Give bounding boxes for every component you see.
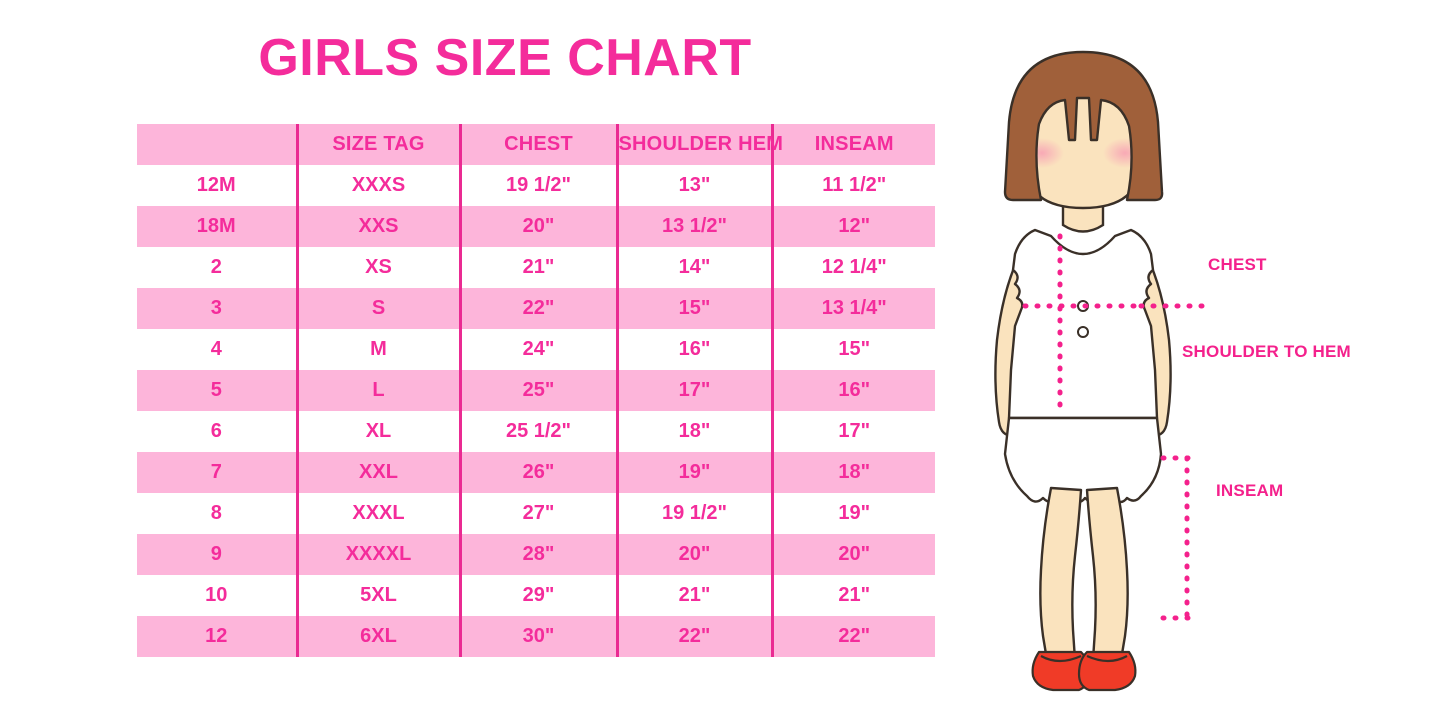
cell-size-tag: L	[295, 370, 460, 411]
cell-chest: 20"	[458, 206, 617, 247]
table-row: 7 XXL 26" 19" 18"	[137, 452, 935, 493]
cell-size-tag: XXXS	[295, 165, 460, 206]
leg-right	[1085, 486, 1129, 662]
cell-size-tag: XL	[295, 411, 460, 452]
column-header-size-tag: SIZE TAG	[295, 124, 460, 165]
cell-size: 9	[137, 534, 297, 575]
cell-chest: 19 1/2"	[458, 165, 617, 206]
chest-measurement-label: CHEST	[1208, 255, 1267, 274]
table-row: 12M XXXS 19 1/2" 13" 11 1/2"	[137, 165, 935, 206]
table-row: 8 XXXL 27" 19 1/2" 19"	[137, 493, 935, 534]
cell-shoulder-hem: 19 1/2"	[615, 493, 772, 534]
cell-inseam: 18"	[770, 452, 935, 493]
cell-chest: 30"	[458, 616, 617, 657]
cell-inseam: 12 1/4"	[770, 247, 935, 288]
girl-figure-svg	[994, 50, 1206, 692]
cell-shoulder-hem: 13 1/2"	[615, 206, 772, 247]
table-row: 6 XL 25 1/2" 18" 17"	[137, 411, 935, 452]
cell-size: 7	[137, 452, 297, 493]
figure-body	[994, 50, 1172, 692]
measurement-guides	[1022, 233, 1206, 621]
cell-shoulder-hem: 13"	[615, 165, 772, 206]
table-row: 9 XXXXL 28" 20" 20"	[137, 534, 935, 575]
cell-inseam: 15"	[770, 329, 935, 370]
table-row: 5 L 25" 17" 16"	[137, 370, 935, 411]
hair-shape	[1003, 50, 1164, 202]
cell-shoulder-hem: 22"	[615, 616, 772, 657]
cell-shoulder-hem: 18"	[615, 411, 772, 452]
size-chart-table: SIZE TAG CHEST SHOULDER HEM INSEAM 12M X…	[137, 124, 935, 657]
table-row: 12 6XL 30" 22" 22"	[137, 616, 935, 657]
shoe-right-strap	[1086, 654, 1128, 663]
cell-shoulder-hem: 17"	[615, 370, 772, 411]
table-body: 12M XXXS 19 1/2" 13" 11 1/2" 18M XXS 20"…	[137, 165, 935, 657]
cell-size: 4	[137, 329, 297, 370]
cell-inseam: 20"	[770, 534, 935, 575]
cell-size: 8	[137, 493, 297, 534]
cell-size-tag: M	[295, 329, 460, 370]
cell-size-tag: XXS	[295, 206, 460, 247]
cell-chest: 29"	[458, 575, 617, 616]
column-header-size	[137, 124, 297, 165]
bloomers-garment	[1003, 416, 1163, 504]
cell-inseam: 16"	[770, 370, 935, 411]
cell-inseam: 12"	[770, 206, 935, 247]
cell-chest: 28"	[458, 534, 617, 575]
cell-chest: 24"	[458, 329, 617, 370]
cell-shoulder-hem: 21"	[615, 575, 772, 616]
cell-shoulder-hem: 14"	[615, 247, 772, 288]
cell-size: 5	[137, 370, 297, 411]
cell-size: 3	[137, 288, 297, 329]
cell-chest: 26"	[458, 452, 617, 493]
cell-size: 12M	[137, 165, 297, 206]
cell-shoulder-hem: 15"	[615, 288, 772, 329]
table-row: 3 S 22" 15" 13 1/4"	[137, 288, 935, 329]
cell-shoulder-hem: 19"	[615, 452, 772, 493]
shoe-right	[1077, 650, 1137, 692]
cell-inseam: 21"	[770, 575, 935, 616]
cell-size-tag: XXXL	[295, 493, 460, 534]
girl-figure-illustration	[955, 40, 1445, 700]
cell-size: 18M	[137, 206, 297, 247]
column-header-inseam: INSEAM	[770, 124, 935, 165]
table-row: 18M XXS 20" 13 1/2" 12"	[137, 206, 935, 247]
cell-size-tag: 5XL	[295, 575, 460, 616]
inseam-measurement-label: INSEAM	[1216, 481, 1284, 500]
cell-inseam: 22"	[770, 616, 935, 657]
button-lower	[1077, 326, 1089, 338]
shoulder-to-hem-measurement-label: SHOULDER TO HEM	[1182, 342, 1351, 361]
top-garment	[1007, 228, 1159, 420]
cell-chest: 22"	[458, 288, 617, 329]
cell-size: 6	[137, 411, 297, 452]
cell-size-tag: XXL	[295, 452, 460, 493]
column-header-shoulder-hem: SHOULDER HEM	[615, 124, 783, 165]
cell-inseam: 11 1/2"	[770, 165, 935, 206]
cell-inseam: 13 1/4"	[770, 288, 935, 329]
page-title: GIRLS SIZE CHART	[258, 29, 752, 87]
leg-left	[1039, 486, 1083, 662]
table-header-row: SIZE TAG CHEST SHOULDER HEM INSEAM	[137, 124, 935, 165]
cell-chest: 25 1/2"	[458, 411, 617, 452]
cell-inseam: 19"	[770, 493, 935, 534]
cell-chest: 25"	[458, 370, 617, 411]
cell-size-tag: S	[295, 288, 460, 329]
cell-shoulder-hem: 20"	[615, 534, 772, 575]
table-row: 4 M 24" 16" 15"	[137, 329, 935, 370]
cell-chest: 21"	[458, 247, 617, 288]
table-row: 2 XS 21" 14" 12 1/4"	[137, 247, 935, 288]
shoe-left-strap	[1040, 654, 1082, 663]
cell-size: 2	[137, 247, 297, 288]
table-row: 10 5XL 29" 21" 21"	[137, 575, 935, 616]
cell-size-tag: 6XL	[295, 616, 460, 657]
cell-size-tag: XS	[295, 247, 460, 288]
cell-size: 12	[137, 616, 297, 657]
cell-size-tag: XXXXL	[295, 534, 460, 575]
cell-shoulder-hem: 16"	[615, 329, 772, 370]
cell-inseam: 17"	[770, 411, 935, 452]
column-header-chest: CHEST	[458, 124, 617, 165]
size-chart-table-container: SIZE TAG CHEST SHOULDER HEM INSEAM 12M X…	[137, 124, 935, 657]
cell-chest: 27"	[458, 493, 617, 534]
cell-size: 10	[137, 575, 297, 616]
